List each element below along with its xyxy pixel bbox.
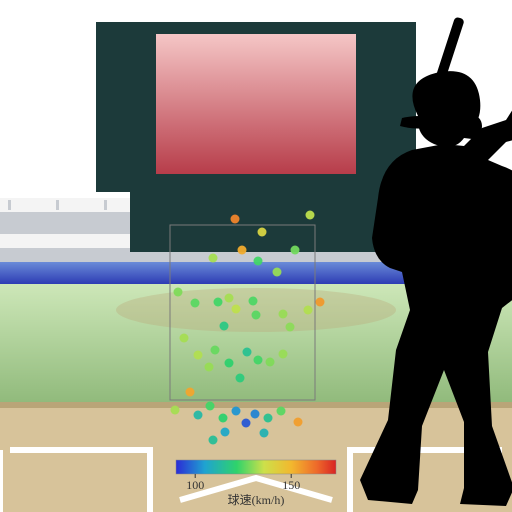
pitch-dot	[242, 419, 251, 428]
pitch-dot	[221, 428, 230, 437]
pitch-dot	[225, 359, 234, 368]
pitch-dot	[219, 414, 228, 423]
pitch-dot	[294, 418, 303, 427]
pitch-dot	[211, 346, 220, 355]
pitch-dot	[316, 298, 325, 307]
legend-tick: 150	[282, 478, 300, 492]
legend-tick: 100	[186, 478, 204, 492]
mound-shadow	[116, 288, 396, 332]
pitch-dot	[243, 348, 252, 357]
pitch-dot	[180, 334, 189, 343]
pitch-dot	[277, 407, 286, 416]
pitch-dot	[231, 215, 240, 224]
pitch-dot	[171, 406, 180, 415]
pitch-dot	[266, 358, 275, 367]
pitch-dot	[174, 288, 183, 297]
infield-edge	[0, 402, 512, 408]
pitch-dot	[209, 254, 218, 263]
pitch-dot	[232, 305, 241, 314]
pitch-chart: 100 150球速(km/h)	[0, 0, 512, 512]
pitch-dot	[264, 414, 273, 423]
pitch-dot	[225, 294, 234, 303]
pitch-dot	[205, 363, 214, 372]
pitch-dot	[254, 257, 263, 266]
pitch-dot	[186, 388, 195, 397]
pitch-dot	[286, 323, 295, 332]
pitch-dot	[194, 411, 203, 420]
pitch-dot	[306, 211, 315, 220]
pitch-dot	[249, 297, 258, 306]
pitch-dot	[252, 311, 261, 320]
pitch-dot	[251, 410, 260, 419]
pitch-dot	[191, 299, 200, 308]
pitch-dot	[209, 436, 218, 445]
pitch-dot	[258, 228, 267, 237]
pitch-dot	[273, 268, 282, 277]
pitch-dot	[214, 298, 223, 307]
pitch-dot	[236, 374, 245, 383]
pitch-dot	[194, 351, 203, 360]
pitch-dot	[254, 356, 263, 365]
scoreboard	[96, 22, 416, 252]
pitch-dot	[232, 407, 241, 416]
pitch-dot	[304, 306, 313, 315]
pitch-dot	[220, 322, 229, 331]
pitch-dot	[291, 246, 300, 255]
pitch-dot	[279, 310, 288, 319]
pitch-dot	[260, 429, 269, 438]
pitch-dot	[279, 350, 288, 359]
pitch-dot	[238, 246, 247, 255]
legend-label: 球速(km/h)	[228, 493, 285, 507]
pitch-dot	[206, 402, 215, 411]
